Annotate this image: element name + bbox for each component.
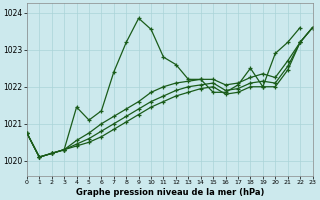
X-axis label: Graphe pression niveau de la mer (hPa): Graphe pression niveau de la mer (hPa) bbox=[76, 188, 264, 197]
